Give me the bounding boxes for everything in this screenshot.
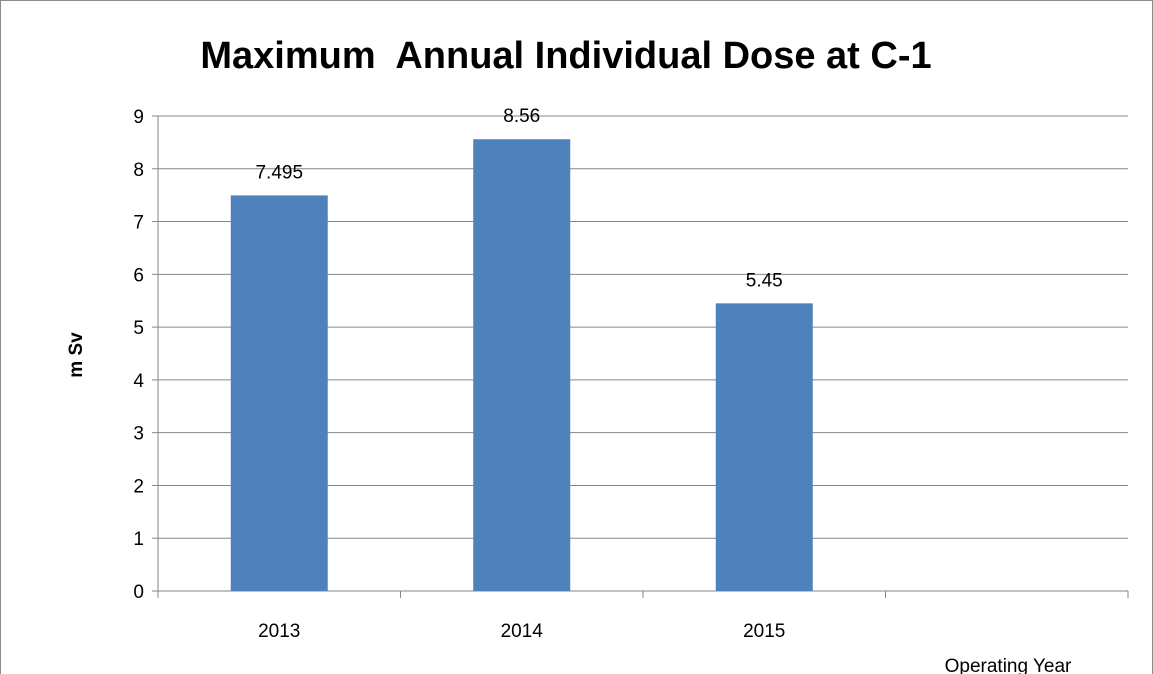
y-tick-label: 4 [133, 371, 144, 392]
y-tick-label: 0 [133, 582, 144, 603]
frame-left-border [0, 0, 1, 674]
y-axis-title: m Sv [66, 332, 87, 378]
x-tick-label: 2013 [258, 621, 300, 642]
y-tick-label: 2 [133, 476, 144, 497]
frame-top-border [0, 0, 1153, 1]
data-labels: 7.495 8.56 5.45 [255, 106, 782, 291]
y-tick-label: 9 [133, 107, 144, 128]
bar [715, 303, 813, 591]
x-tick-label: 2015 [743, 621, 785, 642]
y-tick-label: 3 [133, 424, 144, 445]
x-tick-label: 2014 [501, 621, 544, 642]
data-label: 5.45 [746, 270, 783, 291]
y-tick-label: 1 [133, 529, 144, 550]
y-tick-labels: 0 1 2 3 4 5 6 7 8 9 [133, 107, 144, 603]
y-tick-label: 7 [133, 213, 144, 234]
x-axis-title: Operating Year [945, 656, 1072, 674]
bars [230, 139, 813, 592]
y-tick-label: 5 [133, 318, 144, 339]
y-tick-label: 8 [133, 160, 144, 181]
bar [230, 195, 328, 592]
data-label: 8.56 [503, 106, 540, 127]
bar [473, 139, 571, 591]
data-label: 7.495 [255, 162, 303, 183]
x-tick-labels: 2013 2014 2015 [258, 621, 785, 642]
y-tick-label: 6 [133, 265, 144, 286]
chart-title: Maximum Annual Individual Dose at C-1 [200, 35, 931, 77]
